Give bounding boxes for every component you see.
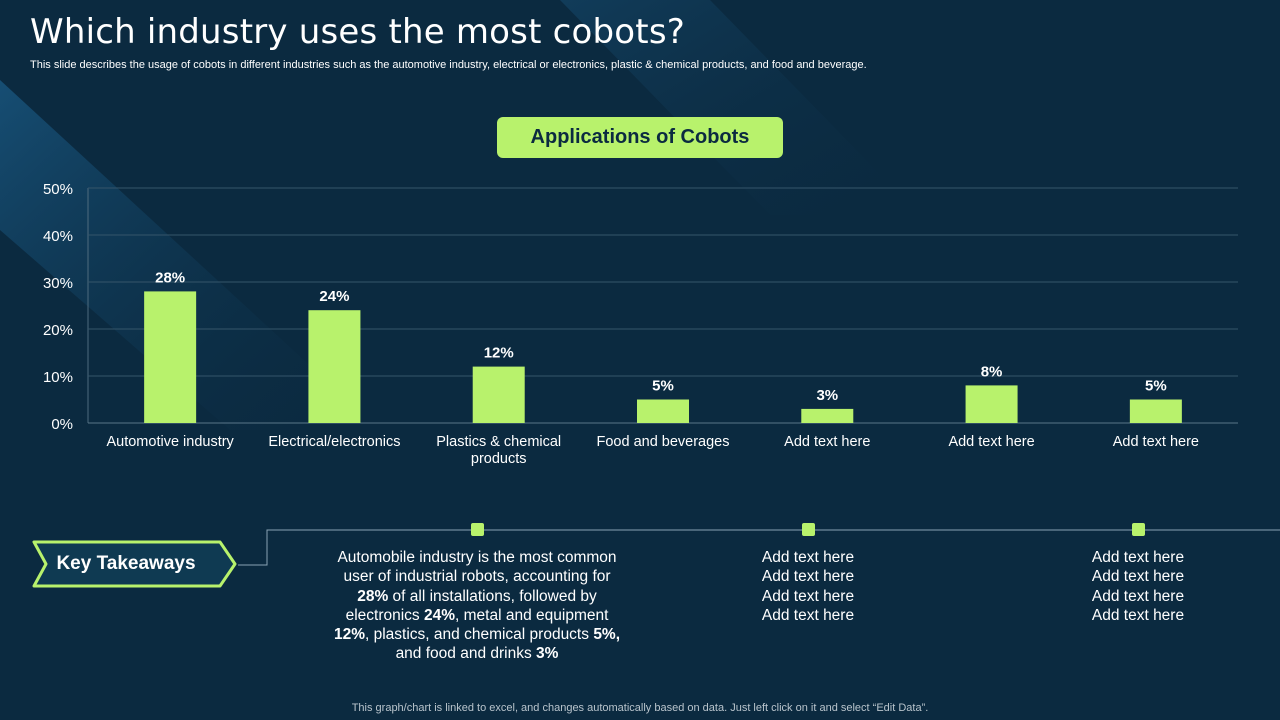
takeaway-line: Add text here xyxy=(761,587,855,605)
takeaway-text-2: Add text here Add text here Add text here A… xyxy=(708,548,908,625)
bar xyxy=(472,366,525,423)
bar xyxy=(308,310,361,423)
footnote: This graph/chart is linked to excel, and… xyxy=(351,702,929,714)
key-takeaways-label: Key Takeaways xyxy=(56,553,196,574)
y-tick-label: 30% xyxy=(43,275,73,292)
y-tick-label: 50% xyxy=(43,181,73,198)
takeaway-line: Add text here xyxy=(761,606,855,624)
takeaway-line: Add text here xyxy=(1091,606,1185,624)
x-tick-label: Add text here xyxy=(784,434,870,450)
bar-data-label: 5% xyxy=(652,378,674,395)
takeaway-line: Add text here xyxy=(761,549,855,566)
page-subtitle: This slide describes the usage of cobots… xyxy=(30,59,867,71)
takeaway-line: Add text here xyxy=(1091,568,1185,586)
x-tick-label: Add text here xyxy=(948,434,1034,450)
takeaway-text-main: Automobile industry is the most common us… xyxy=(318,548,636,664)
x-tick-label: Plastics & chemical products xyxy=(436,434,561,467)
y-tick-label: 0% xyxy=(51,416,73,433)
bar-data-label: 28% xyxy=(155,269,185,286)
y-tick-label: 20% xyxy=(43,322,73,339)
bar xyxy=(801,408,854,423)
bar-data-label: 3% xyxy=(816,387,838,404)
bar xyxy=(144,291,197,423)
badge-chevron-shape xyxy=(32,540,237,588)
takeaway-line: Add text here xyxy=(761,568,855,586)
takeaway-line: user of industrial robots, accounting fo… xyxy=(343,568,611,586)
x-tick-label: Food and beverages xyxy=(596,434,729,450)
bar xyxy=(1129,399,1182,423)
chart-title-badge: Applications of Cobots xyxy=(497,117,783,158)
key-takeaways-badge xyxy=(32,540,237,588)
x-tick-label: Automotive industry xyxy=(106,434,234,450)
takeaway-line: 28% of all installations, followed by xyxy=(357,587,597,605)
takeaway-line: Add text here xyxy=(1091,549,1185,566)
bar xyxy=(965,385,1018,423)
x-tick-label: Electrical/electronics xyxy=(268,434,400,450)
takeaway-line: Automobile industry is the most common xyxy=(337,549,617,566)
takeaway-line: electronics 24%, metal and equipment xyxy=(345,606,609,624)
page-title: Which industry uses the most cobots? xyxy=(30,12,685,52)
y-tick-label: 40% xyxy=(43,228,73,245)
bar xyxy=(637,399,689,423)
bar-data-label: 12% xyxy=(484,345,514,362)
takeaway-text-3: Add text here Add text here Add text here A… xyxy=(1038,548,1238,625)
bar-data-label: 24% xyxy=(319,288,349,305)
x-tick-label: Add text here xyxy=(1113,434,1199,450)
takeaway-line: 12%, plastics, and chemical products 5%, xyxy=(333,626,621,644)
bar-data-label: 5% xyxy=(1145,378,1167,395)
takeaway-line: and food and drinks 3% xyxy=(395,645,559,663)
y-tick-label: 10% xyxy=(43,369,73,386)
bar-data-label: 8% xyxy=(981,363,1003,380)
takeaway-line: Add text here xyxy=(1091,587,1185,605)
